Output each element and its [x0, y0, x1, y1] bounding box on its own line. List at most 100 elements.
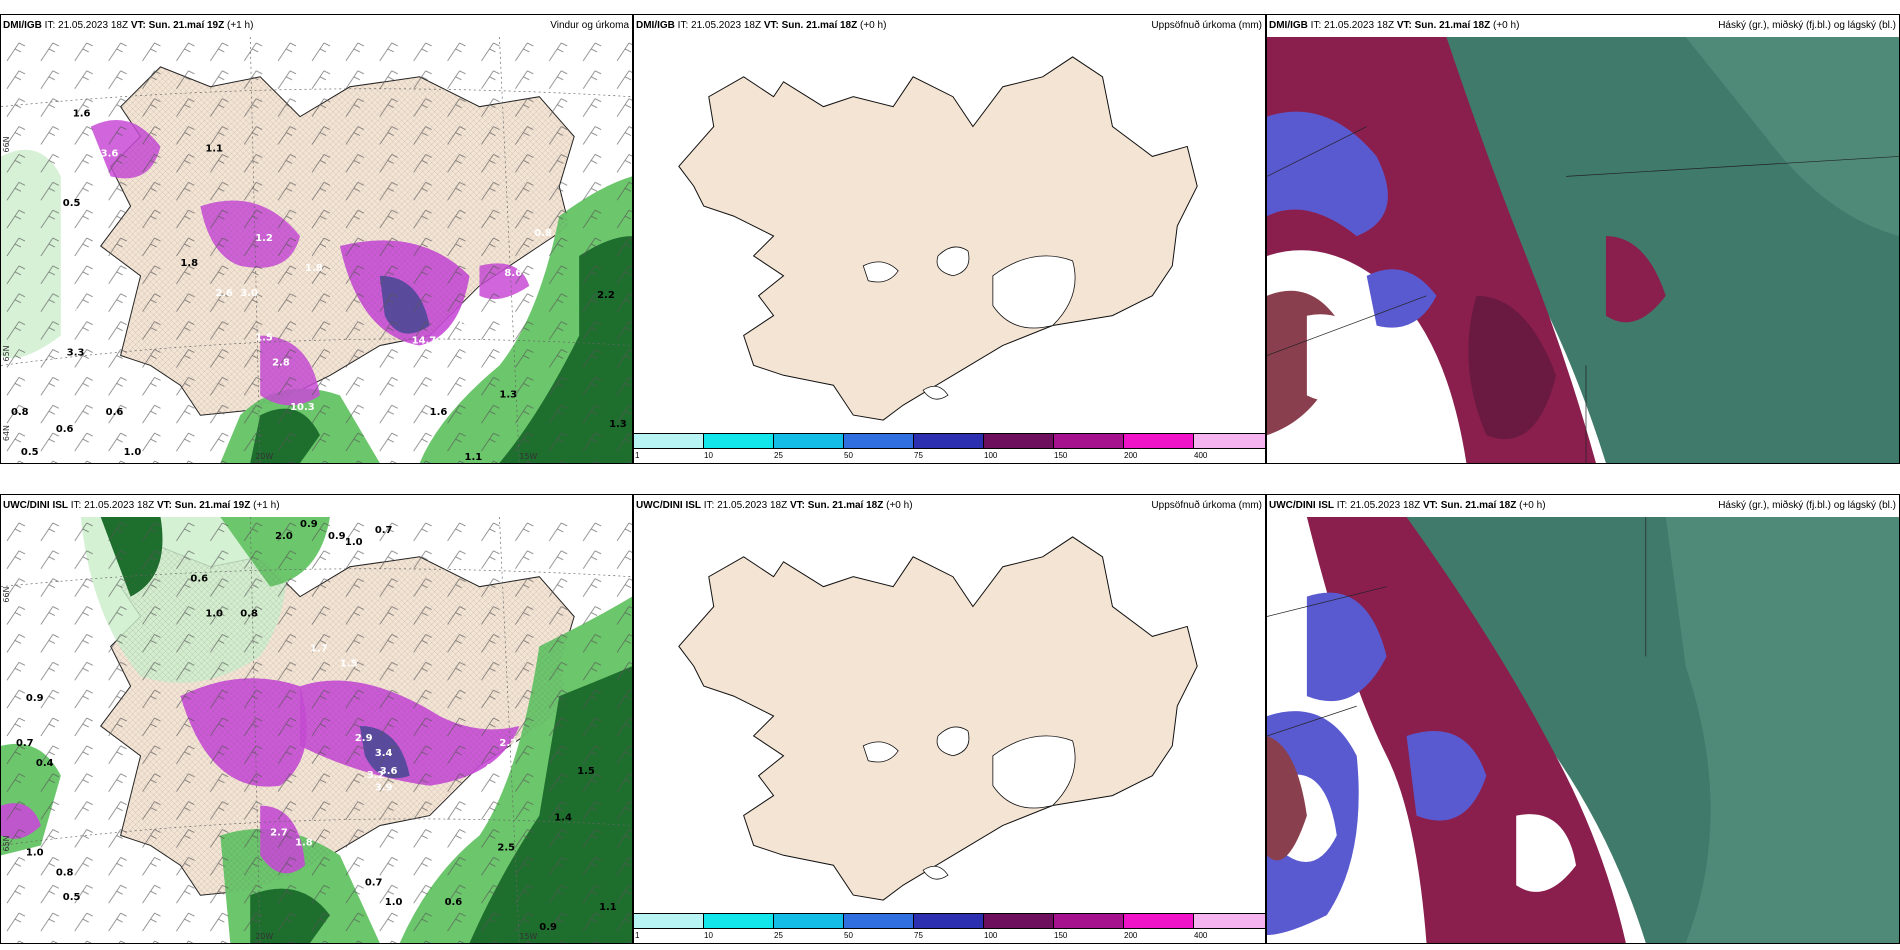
iceland-land — [678, 536, 1198, 901]
valid-label: VT: — [156, 500, 172, 511]
precip-label: 0.6 — [190, 574, 208, 585]
map-canvas — [1267, 37, 1899, 463]
wind-barbs — [1, 37, 632, 463]
map-canvas — [634, 37, 1265, 433]
colorbar-tick: 25 — [774, 451, 783, 460]
precip-label: 3.9 — [375, 783, 393, 794]
precip-label: 1.0 — [345, 537, 363, 548]
latitude-label: 64N — [2, 425, 11, 441]
valid-time: Sun. 21.maí 18Z — [1440, 500, 1517, 511]
color-swatch — [634, 433, 704, 449]
lead-time: (+0 h) — [1493, 20, 1520, 31]
precip-label: 1.3 — [499, 389, 517, 400]
precip-label: 4.0 — [484, 763, 502, 774]
precip-label: 0.8 — [11, 407, 29, 418]
map-canvas: 1.6 0.5 1.1 3.6 1.2 1.8 4.6 3.0 2.6 3.3 … — [1, 37, 632, 463]
colorbar-tick: 75 — [914, 931, 923, 940]
colorbar-tick: 25 — [774, 931, 783, 940]
precip-label: 2.7 — [270, 828, 288, 839]
iceland-land — [678, 56, 1198, 421]
color-swatch — [774, 913, 844, 929]
precip-label: 1.7 — [310, 643, 328, 654]
latitude-label: 66N — [2, 586, 11, 602]
panel-cloud-uwc: UWC/DINI ISL IT: 21.05.2023 18Z VT: Sun.… — [1266, 494, 1900, 944]
precip-label: 1.3 — [609, 419, 627, 430]
precip-label: 0.3 — [460, 318, 478, 329]
precip-label: 0.8 — [56, 867, 74, 878]
longitude-label: 20W — [255, 932, 273, 941]
model-name: DMI/IGB — [636, 20, 675, 31]
color-swatch — [634, 913, 704, 929]
panel-header: UWC/DINI ISL IT: 21.05.2023 18Z VT: Sun.… — [634, 495, 1265, 517]
product-name: Háský (gr.), miðský (fj.bl.) og lágský (… — [1718, 500, 1896, 511]
precip-label: 2.5 — [497, 842, 515, 853]
color-swatch — [844, 433, 914, 449]
init-time: IT: 21.05.2023 18Z — [1310, 20, 1395, 31]
valid-label: VT: — [1396, 20, 1412, 31]
precip-label: 1.1 — [205, 143, 223, 154]
colorbar-tick: 10 — [704, 931, 713, 940]
precip-label: 14.7 — [412, 336, 437, 347]
panel-precip-uwc: UWC/DINI ISL IT: 21.05.2023 18Z VT: Sun.… — [633, 494, 1266, 944]
panel-wind-dmi: DMI/IGB IT: 21.05.2023 18Z VT: Sun. 21.m… — [0, 14, 633, 464]
colorbar-tick: 100 — [984, 931, 998, 940]
precip-label: 8.6 — [504, 268, 522, 279]
colorbar-tick: 50 — [844, 451, 853, 460]
color-swatch — [914, 913, 984, 929]
lead-time: (+0 h) — [886, 500, 913, 511]
glacier-outline — [992, 255, 1076, 329]
precip-label: 2.9 — [355, 733, 373, 744]
colorbar-tick: 200 — [1124, 451, 1138, 460]
product-name: Uppsöfnuð úrkoma (mm) — [1151, 500, 1262, 511]
precip-label: 4.5 — [470, 776, 488, 787]
precip-label: 0.8 — [534, 228, 552, 239]
precip-label: 1.8 — [305, 263, 323, 274]
precip-label: 2.6 — [215, 288, 233, 299]
valid-time: Sun. 21.maí 18Z — [1414, 20, 1491, 31]
precip-label: 3.3 — [67, 348, 85, 359]
valid-time: Sun. 21.maí 19Z — [148, 20, 225, 31]
color-swatch — [914, 433, 984, 449]
precip-label: 1.0 — [124, 447, 142, 458]
valid-label: VT: — [789, 500, 805, 511]
precip-label: 1.0 — [26, 847, 44, 858]
precip-label: 1.5 — [255, 333, 273, 344]
colorbar-tick: 10 — [704, 451, 713, 460]
colorbar-tick: 150 — [1054, 931, 1068, 940]
panel-header: UWC/DINI ISL IT: 21.05.2023 18Z VT: Sun.… — [1, 495, 632, 517]
glacier-outline — [862, 741, 899, 763]
precip-label: 1.0 — [205, 609, 223, 620]
precip-label: 0.5 — [63, 892, 81, 903]
colorbar-tick: 100 — [984, 451, 998, 460]
init-time: IT: 21.05.2023 18Z — [44, 20, 129, 31]
colorbar-tick: 75 — [914, 451, 923, 460]
panel-header: UWC/DINI ISL IT: 21.05.2023 18Z VT: Sun.… — [1267, 495, 1899, 517]
model-name: UWC/DINI ISL — [1269, 500, 1334, 511]
precip-label: 1.1 — [465, 452, 483, 463]
precip-label: 2.0 — [275, 531, 293, 542]
color-swatch — [984, 913, 1054, 929]
colorbar: 1 10 25 50 75 100 150 200 400 — [634, 433, 1265, 463]
map-canvas: 0.9 2.0 0.9 1.0 0.7 0.6 1.0 0.8 1.7 1.5 … — [1, 517, 632, 943]
low-cloud-area — [1267, 111, 1388, 237]
valid-label: VT: — [130, 20, 146, 31]
lead-time: (+0 h) — [860, 20, 887, 31]
valid-label: VT: — [763, 20, 779, 31]
longitude-label: 15W — [519, 452, 537, 461]
precip-label: 1.1 — [599, 902, 617, 913]
precip-label: 1.2 — [255, 233, 273, 244]
precip-label: 2.2 — [499, 738, 517, 749]
glacier-outline — [936, 726, 970, 757]
colorbar-tick: 150 — [1054, 451, 1068, 460]
color-swatch — [1124, 913, 1194, 929]
precip-label: 0.7 — [16, 738, 34, 749]
color-swatch — [704, 913, 774, 929]
precip-label: 0.4 — [36, 758, 54, 769]
valid-time: Sun. 21.maí 18Z — [807, 500, 884, 511]
precip-label: 1.6 — [73, 109, 91, 120]
valid-time: Sun. 21.maí 19Z — [174, 500, 251, 511]
panel-header: DMI/IGB IT: 21.05.2023 18Z VT: Sun. 21.m… — [634, 15, 1265, 37]
precip-label: 0.6 — [56, 424, 74, 435]
latitude-label: 66N — [2, 136, 11, 152]
product-name: Vindur og úrkoma — [550, 20, 629, 31]
